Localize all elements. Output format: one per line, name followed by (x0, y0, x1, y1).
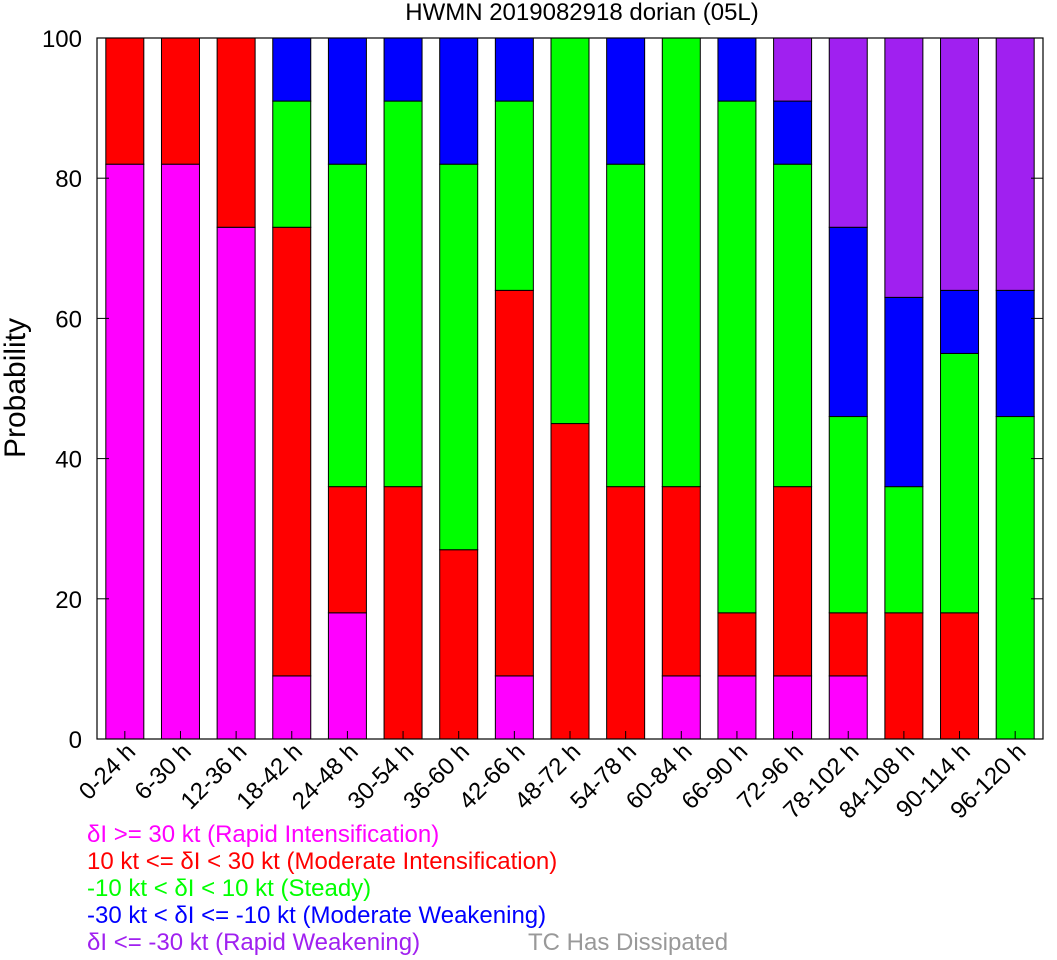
bar-segment (940, 352, 980, 614)
bar-segment (940, 37, 980, 291)
bar-segment (606, 486, 646, 740)
legend-entry: 10 kt <= δI < 30 kt (Moderate Intensific… (87, 848, 557, 875)
bar-segment (606, 163, 646, 488)
bar-segment (439, 37, 479, 165)
legend-entry: δI >= 30 kt (Rapid Intensification) (87, 821, 439, 848)
bar-segment (884, 612, 924, 740)
bar-segment (494, 289, 534, 677)
legend-entry: -30 kt < δI <= -10 kt (Moderate Weakenin… (87, 902, 546, 929)
bar-segment (327, 37, 367, 165)
bar-segment (828, 416, 868, 614)
bar-segment (105, 163, 145, 740)
bar-segment (160, 37, 200, 165)
y-tick-labels: 0 20 40 60 80 100 (42, 26, 1043, 754)
bar-segment (828, 37, 868, 228)
bar-segment (439, 163, 479, 551)
bar-segment (494, 675, 534, 740)
y-tick-label: 60 (55, 306, 82, 333)
y-tick-label: 20 (55, 587, 82, 614)
bar-segment (272, 675, 312, 740)
bar-segment (773, 675, 813, 740)
chart-title: HWMN 2019082918 dorian (05L) (405, 0, 759, 26)
bar-segment (661, 486, 701, 677)
bar-segment (995, 416, 1035, 740)
bar-segment (327, 486, 367, 614)
bar-segment (550, 37, 590, 425)
bar-segment (661, 675, 701, 740)
bar-segment (995, 289, 1035, 418)
bar-segment (439, 549, 479, 740)
bar-segment (383, 486, 423, 740)
x-tick-label: 0-24 h (74, 738, 141, 805)
bar-segment (327, 612, 367, 740)
legend-entry: -10 kt < δI < 10 kt (Steady) (87, 875, 371, 902)
bar-segment (383, 37, 423, 102)
bar-segment (828, 675, 868, 740)
bar-segment (940, 289, 980, 354)
bar-segment (773, 486, 813, 677)
legend-entry-dissipated: TC Has Dissipated (528, 929, 728, 956)
bar-segment (272, 226, 312, 677)
y-tick-label: 80 (55, 166, 82, 193)
bar-segment (216, 37, 256, 228)
bar-segment (995, 37, 1035, 291)
bar-segment (272, 100, 312, 228)
bar-segment (717, 675, 757, 740)
bar-segment (494, 37, 534, 102)
bar-segment (383, 100, 423, 488)
bar-segment (160, 163, 200, 740)
bar-segment (717, 612, 757, 677)
bar-segment (884, 486, 924, 614)
bar-segment (773, 37, 813, 102)
bar-segment (550, 423, 590, 740)
bar-segment (773, 163, 813, 488)
bar-segment (773, 100, 813, 165)
legend: δI >= 30 kt (Rapid Intensification)10 kt… (87, 821, 728, 956)
bar-segment (272, 37, 312, 102)
bar-segment (327, 163, 367, 488)
x-tick-labels: 0-24 h6-30 h12-36 h18-42 h24-48 h30-54 h… (74, 731, 1031, 824)
bar-segment (717, 100, 757, 614)
bar-segment (940, 612, 980, 740)
legend-entry: δI <= -30 kt (Rapid Weakening) (87, 929, 420, 956)
y-tick-label: 40 (55, 447, 82, 474)
bar-segment (828, 612, 868, 677)
plot-area (96, 37, 1044, 740)
bar-segment (216, 226, 256, 740)
bar-segment (606, 37, 646, 165)
bar-segment (105, 37, 145, 165)
bar-segment (717, 37, 757, 102)
y-axis-label: Probability (0, 318, 32, 458)
bar-segment (494, 100, 534, 291)
bar-segment (884, 37, 924, 298)
y-tick-label: 100 (42, 26, 82, 53)
bar-segment (828, 226, 868, 418)
bar-segment (661, 37, 701, 488)
y-tick-label: 0 (69, 727, 82, 754)
bar-segment (884, 296, 924, 488)
